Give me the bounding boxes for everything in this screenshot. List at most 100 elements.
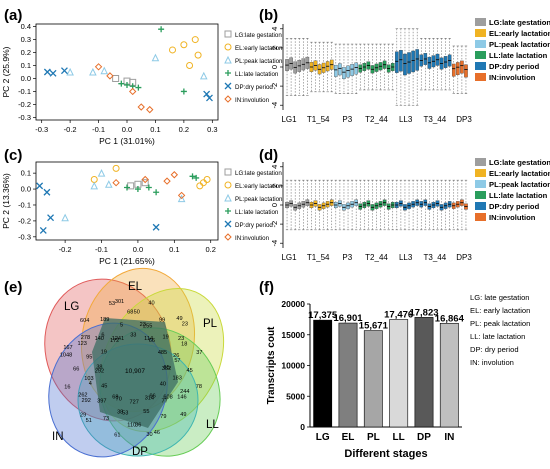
y-tick-label: 0.4	[21, 22, 31, 31]
bar-value-label: 17,823	[409, 307, 438, 318]
venn-set-label: DP	[132, 446, 148, 458]
box	[411, 50, 415, 73]
legend-entry: PL: peak lactation	[470, 319, 530, 328]
x-tick-label: DP	[417, 432, 431, 443]
legend-marker	[224, 43, 232, 51]
data-point	[49, 69, 57, 77]
legend-marker	[224, 220, 232, 228]
legend-swatch	[475, 29, 486, 37]
legend-entry: DP:dry period	[235, 84, 273, 91]
legend-marker	[224, 55, 232, 64]
x-tick-label: LL	[393, 432, 405, 443]
y-tick-label: 0	[300, 422, 305, 432]
venn-region-value: 66	[149, 338, 155, 344]
x-tick-label: 0.1	[150, 125, 160, 134]
box	[342, 67, 346, 79]
legend-swatch	[475, 62, 486, 70]
venn-region-value: 30	[146, 432, 152, 438]
data-point	[43, 188, 51, 196]
bar	[338, 322, 358, 428]
venn-region-value: 301	[115, 299, 124, 305]
data-point	[112, 74, 120, 82]
data-point	[94, 63, 103, 71]
venn-region-value: 16	[64, 385, 70, 391]
venn-region-value: 278	[81, 335, 90, 341]
data-point	[199, 71, 208, 80]
y-tick-label: 2	[270, 46, 279, 50]
y-tick-label: 0.2	[21, 48, 31, 57]
legend-swatch	[475, 40, 486, 48]
venn-region-value: 727	[129, 400, 138, 406]
panel-label-e: (e)	[4, 279, 22, 296]
venn-set-label: LL	[206, 419, 219, 431]
venn-region-value: 4	[89, 381, 92, 387]
x-tick-label: -0.2	[64, 125, 77, 134]
data-point	[135, 84, 142, 91]
y-tick-label: -4	[270, 102, 279, 109]
y-tick-label: 0.0	[21, 185, 31, 194]
venn-region-value: 66	[73, 367, 79, 373]
bar	[439, 322, 459, 428]
venn-region-value: 167	[63, 345, 72, 351]
y-tick-label: 0	[270, 65, 279, 69]
data-point	[206, 94, 213, 102]
venn-region-value: 53	[122, 410, 128, 416]
venn-region-value: 140	[95, 336, 104, 342]
bar	[414, 317, 434, 428]
data-point	[180, 88, 187, 95]
data-point	[124, 184, 130, 191]
venn-region-value: 23	[140, 322, 146, 328]
x-tick-label: LG	[316, 432, 330, 443]
panel-label-d: (d)	[259, 147, 278, 164]
box	[403, 53, 407, 76]
venn-set-label: IN	[52, 431, 64, 443]
x-tick-label: T1_54	[307, 115, 330, 124]
bar	[363, 330, 383, 428]
panel-label-c: (c)	[4, 147, 22, 164]
venn-region-value: 70	[116, 396, 122, 402]
venn-region-value: 38	[117, 409, 123, 415]
y-tick-label: -2	[270, 83, 279, 90]
pca-scatter-a: -0.3 -0.2 -0.1 0.0 0.1 0.2 0.3 -0.3 -0.2 -0.1 0.0 0…	[1, 22, 283, 146]
data-point	[61, 213, 69, 222]
data-point	[199, 179, 207, 187]
legend-entry: IN: involution	[470, 358, 514, 367]
venn-region-value: 79	[160, 414, 166, 420]
x-tick-label: 0.0	[122, 125, 132, 134]
legend-entry: LG:late gestation	[235, 32, 282, 39]
legend-entry: IN:involution	[235, 235, 270, 242]
data-point	[112, 178, 120, 187]
venn-center-value: 10,907	[125, 368, 145, 375]
x-axis-label: Different stages	[344, 448, 427, 460]
data-point	[186, 62, 194, 70]
x-tick-label: IN	[444, 432, 454, 443]
venn-region-value: 96	[149, 393, 155, 399]
data-point	[193, 174, 200, 181]
y-tick-label: 15000	[281, 330, 305, 340]
venn-region-value: 38	[96, 365, 102, 371]
data-point	[66, 67, 74, 76]
y-tick-label: 4	[270, 165, 279, 169]
legend-entry: DP:dry period	[235, 222, 273, 229]
pca-scatter-c: -0.2 -0.1 0.0 0.1 0.2 -0.3 -0.2 -0.1 0.0 0.1 PC 1 …	[1, 161, 283, 266]
legend-entry: PL:peak lactation	[235, 58, 283, 65]
legend-swatch	[475, 18, 486, 26]
x-tick-label: DP3	[456, 253, 472, 262]
legend-marker	[224, 95, 232, 103]
panel-label-a: (a)	[4, 7, 22, 24]
box	[350, 64, 354, 76]
plot-frame	[35, 161, 219, 241]
y-tick-label: 0.3	[21, 35, 31, 44]
venn-region-value: 40	[148, 300, 154, 306]
venn-region-value: 1048	[60, 353, 72, 359]
legend-entry: DP:dry period	[489, 202, 540, 211]
x-tick-label: -0.3	[35, 125, 48, 134]
venn-region-value: 5	[120, 322, 123, 328]
legend-marker	[224, 82, 232, 90]
legend-marker	[225, 70, 231, 76]
data-point	[97, 169, 106, 177]
y-tick-label: -0.3	[18, 113, 31, 122]
data-point	[177, 191, 186, 200]
venn-region-value: 255	[143, 323, 152, 329]
